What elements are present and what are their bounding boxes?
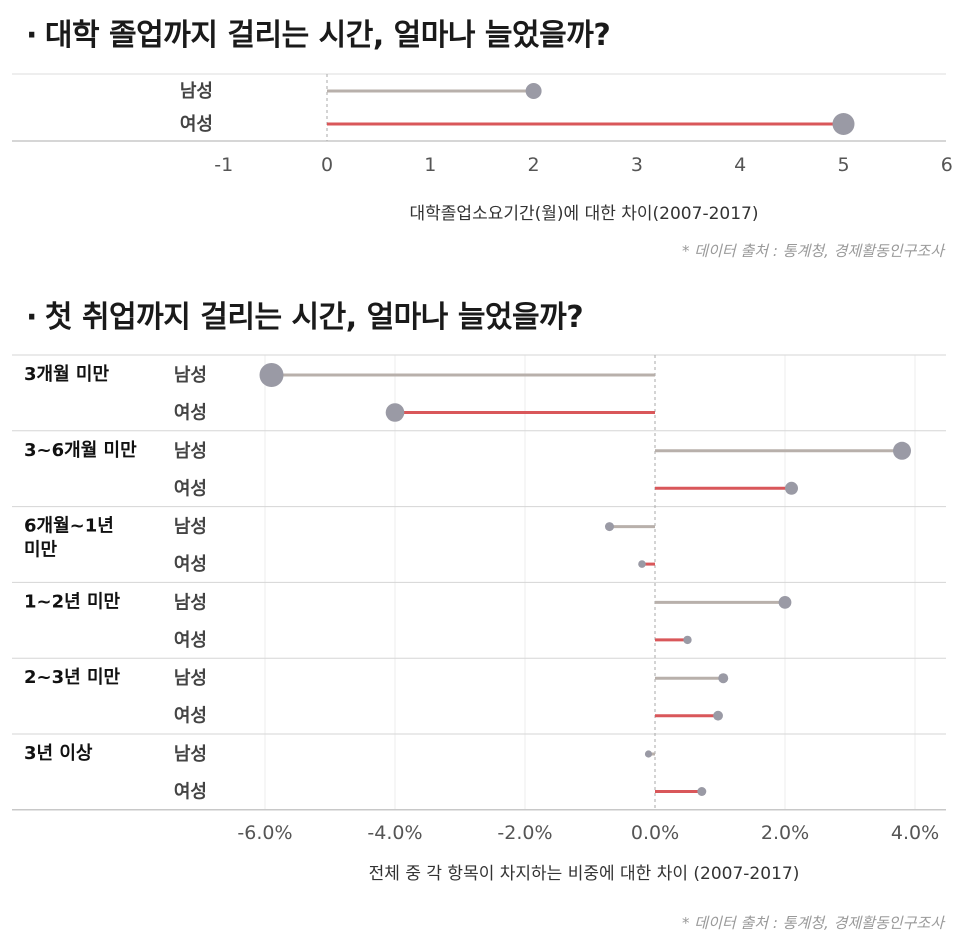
chart2-x-axis-label: 전체 중 각 항목이 차지하는 비중에 대한 차이 (2007-2017) <box>369 864 800 884</box>
chart2-x-tick: -4.0% <box>367 822 422 844</box>
chart1-dot <box>525 83 542 99</box>
chart2-dot <box>683 635 692 645</box>
chart2-row-label: 남성 <box>174 668 207 689</box>
chart1-x-tick: 5 <box>837 154 849 176</box>
bullet-dot: · <box>26 300 37 335</box>
chart2-row-label: 여성 <box>174 706 207 727</box>
chart1-source: * 데이터 출처 : 통계청, 경제활동인구조사 <box>682 242 944 260</box>
chart1-x-tick: 6 <box>941 154 953 176</box>
chart2-group-label: 3개월 미만 <box>24 364 109 385</box>
chart2-group-label: 1~2년 미만 <box>24 591 121 612</box>
chart2-group-label: 2~3년 미만 <box>24 667 121 688</box>
chart1-x-tick: 2 <box>528 154 540 176</box>
chart2-row-label: 남성 <box>174 441 207 462</box>
chart2-source: * 데이터 출처 : 통계청, 경제활동인구조사 <box>682 914 944 932</box>
chart1-dot <box>832 113 855 135</box>
chart2-row-label: 여성 <box>174 478 207 499</box>
chart2-dot <box>893 441 911 460</box>
chart1-x-axis-label: 대학졸업소요기간(월)에 대한 차이(2007-2017) <box>410 204 759 224</box>
chart2-dot <box>718 673 729 684</box>
chart2-row-label: 여성 <box>174 630 207 651</box>
chart2-group-label: 3년 이상 <box>24 743 93 764</box>
chart2-dot <box>778 596 792 609</box>
chart2-row-label: 남성 <box>174 744 207 765</box>
chart1-x-tick: -1 <box>214 154 233 176</box>
chart2-dot <box>638 560 646 568</box>
chart1-title: · 대학 졸업까지 걸리는 시간, 얼마나 늘었을까? <box>26 10 611 54</box>
chart2-dot <box>697 787 707 796</box>
chart2-title-text: 첫 취업까지 걸리는 시간, 얼마나 늘었을까? <box>44 300 584 335</box>
chart2-row-label: 남성 <box>174 365 207 386</box>
chart2-group-label-line: 6개월~1년 <box>24 516 114 537</box>
chart2-x-tick: 4.0% <box>891 822 939 844</box>
chart2-dot <box>713 710 723 721</box>
chart2-group-label-line: 미만 <box>24 540 58 561</box>
chart1-x-tick: 3 <box>631 154 643 176</box>
chart2-dot <box>385 403 405 422</box>
chart2-dot <box>259 363 284 387</box>
bullet-dot: · <box>26 18 37 53</box>
chart2-dot <box>785 481 798 495</box>
chart1-row-label: 남성 <box>180 81 213 102</box>
chart2-row-label: 여성 <box>174 403 207 424</box>
chart1-x-tick: 1 <box>424 154 436 176</box>
chart2-x-tick: 0.0% <box>631 822 679 844</box>
chart2-title: · 첫 취업까지 걸리는 시간, 얼마나 늘었을까? <box>26 292 584 336</box>
chart2-dot <box>644 750 653 758</box>
chart2-row-label: 여성 <box>174 782 207 803</box>
chart2-row-label: 여성 <box>174 554 207 575</box>
chart1-x-tick: 4 <box>734 154 746 176</box>
chart1-row-label: 여성 <box>180 114 213 135</box>
chart2-x-tick: -6.0% <box>237 822 292 844</box>
chart1-title-text: 대학 졸업까지 걸리는 시간, 얼마나 늘었을까? <box>44 18 611 53</box>
chart2-group-label: 3~6개월 미만 <box>24 440 137 461</box>
chart2-x-tick: 2.0% <box>761 822 809 844</box>
chart2-row-label: 남성 <box>174 592 207 613</box>
chart1-x-tick: 0 <box>321 154 333 176</box>
chart2-x-tick: -2.0% <box>497 822 552 844</box>
chart2-dot <box>605 522 614 532</box>
chart2-row-label: 남성 <box>174 517 207 538</box>
